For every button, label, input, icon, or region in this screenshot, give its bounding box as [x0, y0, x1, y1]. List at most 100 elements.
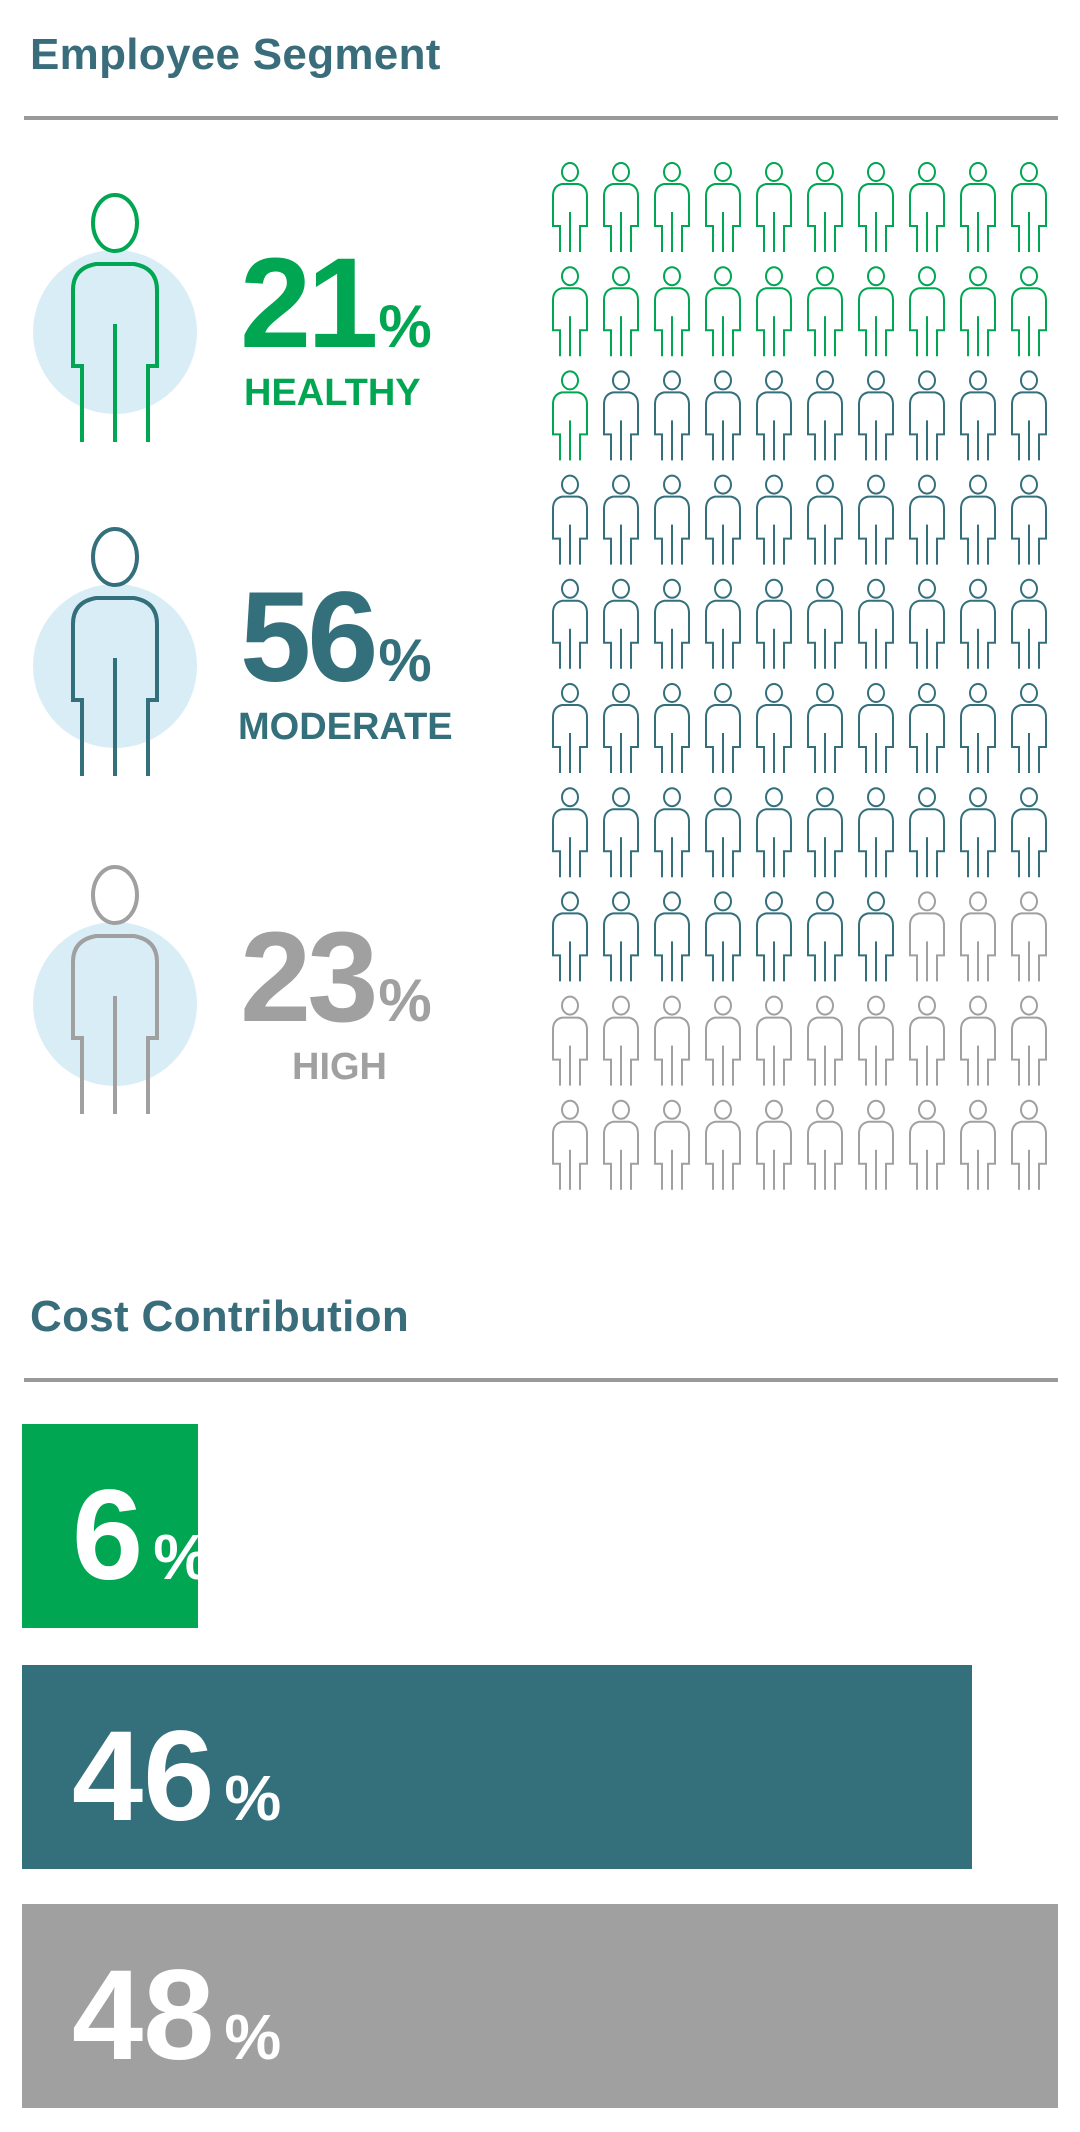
person-icon-moderate: [603, 578, 639, 669]
person-icon-moderate: [960, 370, 996, 461]
person-icon-high: [858, 1099, 894, 1190]
healthy-person-icon: [33, 193, 197, 442]
person-icon-healthy: [1011, 162, 1047, 252]
cost-bar-high-value: 48%: [72, 1944, 282, 2087]
person-icon-moderate: [1011, 370, 1047, 461]
person-icon-moderate: [858, 578, 894, 669]
person-icon-moderate: [552, 787, 588, 878]
person-icon-moderate: [654, 683, 690, 773]
cost-bar-high: 48%: [22, 1904, 1058, 2108]
person-icon-moderate: [1011, 787, 1047, 878]
person-icon-healthy: [654, 162, 690, 252]
person-icon-moderate: [654, 787, 690, 878]
person-icon-healthy: [807, 266, 843, 357]
person-icon-healthy: [654, 266, 690, 357]
person-icon-moderate: [807, 787, 843, 878]
person-icon-moderate: [603, 891, 639, 982]
person-icon-healthy: [552, 266, 588, 357]
person-icon-moderate: [807, 370, 843, 461]
person-icon-moderate: [552, 683, 588, 773]
person-icon-healthy: [1011, 266, 1047, 357]
person-icon-moderate: [858, 891, 894, 982]
person-icon-moderate: [705, 683, 741, 773]
healthy-label: HEALTHY: [244, 372, 421, 414]
person-icon-high: [807, 995, 843, 1086]
person-icon-moderate: [705, 891, 741, 982]
person-icon-moderate: [603, 787, 639, 878]
moderate-person-icon: [33, 527, 197, 776]
healthy-percent: 21%: [240, 232, 432, 375]
person-icon-high: [960, 1099, 996, 1190]
person-icon-healthy: [960, 266, 996, 357]
person-icon-moderate: [858, 683, 894, 773]
cost-contribution-title: Cost Contribution: [30, 1292, 410, 1341]
person-icon-high: [654, 995, 690, 1086]
person-icon-moderate: [654, 891, 690, 982]
person-icon-high: [858, 995, 894, 1086]
person-icon-high: [603, 1099, 639, 1190]
person-icon-high: [552, 1099, 588, 1190]
person-icon-moderate: [960, 683, 996, 773]
person-icon-high: [552, 995, 588, 1086]
person-icon-moderate: [807, 474, 843, 565]
person-icon-moderate: [807, 578, 843, 669]
person-icon-healthy: [552, 162, 588, 252]
person-icon-moderate: [1011, 474, 1047, 565]
person-icon-moderate: [552, 578, 588, 669]
person-icon-moderate: [654, 474, 690, 565]
person-icon-healthy: [909, 162, 945, 252]
person-icon-moderate: [756, 370, 792, 461]
person-icon-healthy: [705, 266, 741, 357]
employee-segment-title: Employee Segment: [30, 30, 441, 79]
person-icon-healthy: [858, 162, 894, 252]
person-icon-moderate: [654, 370, 690, 461]
person-icon-moderate: [756, 891, 792, 982]
employee-segment-divider: [24, 116, 1058, 120]
cost-bar-healthy: 6%: [22, 1424, 210, 1628]
cost-bar-moderate: 46%: [22, 1665, 972, 1869]
person-icon-moderate: [603, 683, 639, 773]
person-icon-healthy: [807, 162, 843, 252]
person-icon-high: [960, 891, 996, 982]
person-icon-healthy: [705, 162, 741, 252]
person-icon-moderate: [705, 474, 741, 565]
person-icon-moderate: [705, 370, 741, 461]
person-icon-moderate: [756, 578, 792, 669]
person-icon-healthy: [756, 266, 792, 357]
person-icon-high: [654, 1099, 690, 1190]
person-icon-healthy: [756, 162, 792, 252]
person-icon-moderate: [960, 474, 996, 565]
person-icon-healthy: [858, 266, 894, 357]
person-icon-moderate: [705, 787, 741, 878]
person-icon-moderate: [654, 578, 690, 669]
person-icon-healthy: [603, 266, 639, 357]
person-icon-moderate: [858, 787, 894, 878]
person-icon-moderate: [705, 578, 741, 669]
person-icon-moderate: [858, 370, 894, 461]
high-person-icon: [33, 865, 197, 1114]
person-icon-moderate: [552, 474, 588, 565]
person-icon-moderate: [909, 787, 945, 878]
person-icon-moderate: [603, 370, 639, 461]
person-icon-moderate: [909, 578, 945, 669]
person-icon-moderate: [909, 683, 945, 773]
person-icon-healthy: [960, 162, 996, 252]
person-icon-high: [1011, 891, 1047, 982]
person-icon-high: [705, 995, 741, 1086]
person-icon-high: [1011, 995, 1047, 1086]
person-icon-moderate: [960, 578, 996, 669]
person-icon-moderate: [756, 474, 792, 565]
cost-contribution-divider: [24, 1378, 1058, 1382]
person-icon-high: [756, 995, 792, 1086]
cost-bar-healthy-value: 6%: [72, 1464, 211, 1607]
person-icon-high: [909, 995, 945, 1086]
person-icon-moderate: [807, 891, 843, 982]
person-icon-moderate: [756, 683, 792, 773]
person-icon-moderate: [756, 787, 792, 878]
person-icon-moderate: [909, 370, 945, 461]
high-label: HIGH: [292, 1046, 387, 1088]
person-icon-healthy: [552, 370, 588, 461]
person-icon-healthy: [603, 162, 639, 252]
person-icon-high: [909, 891, 945, 982]
person-icon-high: [807, 1099, 843, 1190]
